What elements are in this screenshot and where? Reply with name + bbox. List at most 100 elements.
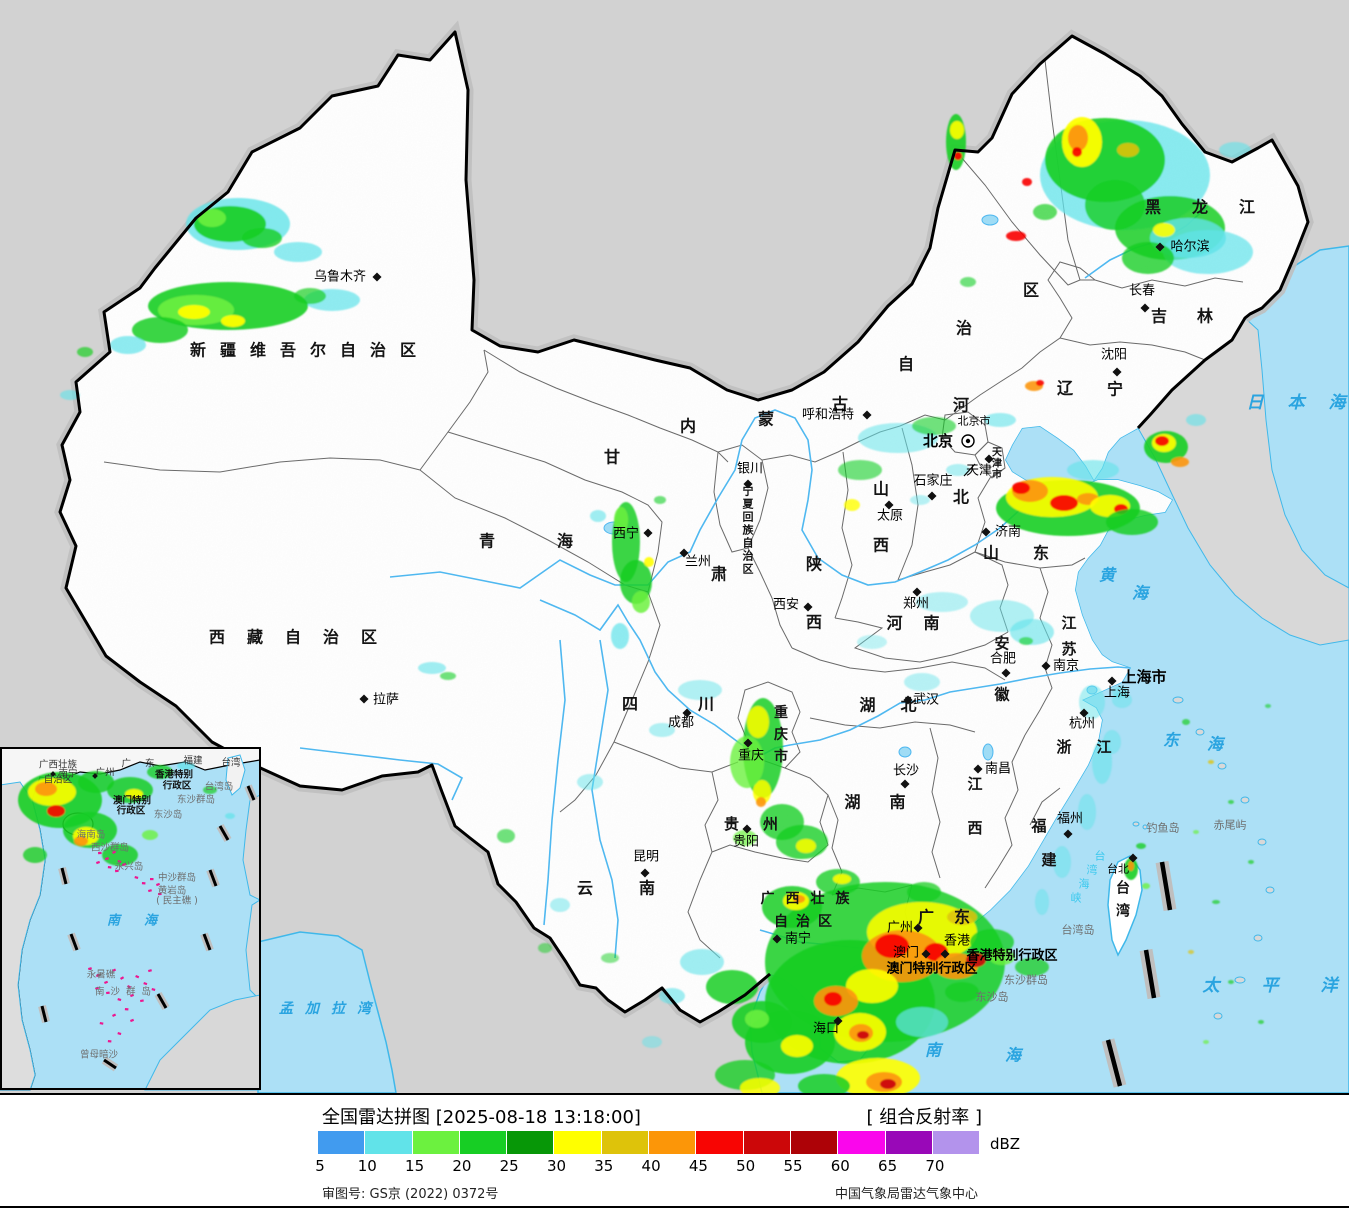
inset-radar-echo — [35, 782, 57, 796]
colorbar-swatch-15 — [412, 1131, 459, 1154]
reef-marker — [106, 991, 110, 995]
city-label: 香港特别行政区 — [965, 948, 1057, 964]
island-label: 赤 — [1214, 819, 1225, 832]
inset-dash — [202, 933, 212, 951]
province-label: 山 — [873, 480, 889, 499]
radar-echo — [1117, 143, 1139, 157]
city-label: 北京市 — [958, 414, 991, 428]
strait-label: 湾 — [1087, 863, 1098, 877]
radar-echo — [1122, 242, 1174, 274]
radar-echo — [745, 1010, 769, 1028]
inset-label: 礁 — [182, 895, 192, 907]
province-label: 河 — [953, 396, 969, 415]
radar-echo — [1193, 830, 1199, 834]
sea-label: 海 — [1207, 735, 1226, 754]
province-label: 湖 — [844, 793, 860, 812]
province-label: 云 — [577, 879, 593, 898]
inset-label: 台 — [205, 781, 215, 793]
island-label: 岛 — [1169, 821, 1180, 835]
province-label: 治 — [323, 628, 339, 647]
sea-label: 南 — [925, 1041, 944, 1060]
inset-label: 沙 — [163, 810, 173, 821]
province-label: 西 — [967, 819, 982, 837]
radar-echo — [1078, 794, 1096, 830]
inset-label: 暑 — [96, 970, 106, 981]
city-label: 武汉 — [913, 693, 939, 708]
radar-echo — [60, 390, 80, 400]
reef-marker — [156, 882, 161, 887]
province-label: 夏 — [743, 498, 755, 511]
province-label: 区 — [361, 628, 377, 647]
radar-echo — [221, 315, 245, 327]
city-label: 石家庄 — [913, 473, 952, 489]
inset-label: 岛 — [119, 842, 129, 854]
nine-dash — [1143, 949, 1157, 999]
province-label: 宁 — [1107, 380, 1123, 399]
island-label: 尾 — [1225, 819, 1236, 832]
sea-label: 海 — [1005, 1046, 1024, 1065]
city-label: 拉萨 — [373, 693, 399, 708]
radar-echo — [649, 723, 675, 737]
radar-echo — [1033, 204, 1057, 220]
inset-radar-echo — [225, 813, 235, 819]
dbz-tick-35: 35 — [594, 1157, 614, 1175]
sea-label: 海 — [1329, 393, 1349, 413]
radar-echo — [1022, 178, 1032, 186]
radar-echo — [1067, 460, 1119, 480]
dbz-tick-55: 55 — [783, 1157, 803, 1175]
province-label: 江 — [1096, 738, 1111, 756]
city-label: 哈尔滨 — [1170, 239, 1209, 255]
sea-label: 加 — [304, 1001, 321, 1017]
inset-radar-echo — [47, 805, 65, 817]
province-label: 古 — [832, 395, 848, 414]
map-credit: 中国气象局雷达气象中心 — [835, 1187, 979, 1202]
dbz-tick-65: 65 — [878, 1157, 898, 1175]
nine-dash-line — [1101, 860, 1177, 1088]
radar-echo — [678, 680, 722, 700]
inset-label: 兴 — [124, 862, 134, 873]
province-label: 市 — [774, 748, 788, 765]
colorbar-swatch-65 — [885, 1131, 932, 1154]
city-marker — [912, 587, 922, 597]
city-label: 福州 — [1057, 812, 1083, 827]
city-marker — [921, 949, 931, 959]
inset-label: 政 — [126, 805, 136, 817]
city-label: 银川 — [737, 462, 763, 477]
inset-label: 特 — [174, 769, 184, 781]
province-label: 甘 — [604, 448, 620, 467]
province-label: 吾 — [280, 341, 296, 360]
sea-label: 孟 — [279, 1001, 294, 1017]
colorbar-swatch-60 — [838, 1131, 885, 1154]
radar-echo — [577, 774, 603, 790]
province-label: 贵 — [724, 815, 739, 833]
island-label: 钓 — [1147, 821, 1158, 835]
reef-marker — [105, 857, 109, 861]
province-label: 广 — [761, 890, 775, 907]
sea-label: 海 — [1132, 584, 1151, 603]
dbz-tick-5: 5 — [315, 1157, 325, 1175]
island-label: 台 — [1062, 923, 1073, 937]
dbz-tick-30: 30 — [546, 1157, 567, 1175]
inset-dash — [69, 933, 79, 951]
reef-marker — [140, 999, 144, 1003]
radar-echo — [1228, 980, 1234, 984]
inset-label: 岛 — [96, 829, 106, 841]
inset-radar-echo — [203, 786, 217, 794]
inset-label: 沙 — [110, 987, 120, 998]
city-marker — [643, 528, 653, 538]
radar-echo — [730, 736, 764, 788]
inset-label: 礁 — [106, 969, 116, 981]
radar-echo — [550, 898, 570, 912]
island-label: 沙 — [987, 991, 998, 1004]
radar-echo — [614, 507, 628, 533]
map-license: 审图号: GS京 (2022) 0372号 — [322, 1187, 499, 1202]
city-marker — [981, 527, 991, 537]
radar-echo — [846, 969, 898, 1003]
radar-echo — [1182, 719, 1190, 725]
province-label: 自 — [743, 536, 754, 550]
inset-radar-echo — [125, 789, 143, 799]
island-label: 群 — [1026, 973, 1037, 987]
province-label: 广 — [918, 908, 934, 927]
province-label: 南 — [889, 793, 905, 812]
reef-marker — [119, 976, 125, 980]
